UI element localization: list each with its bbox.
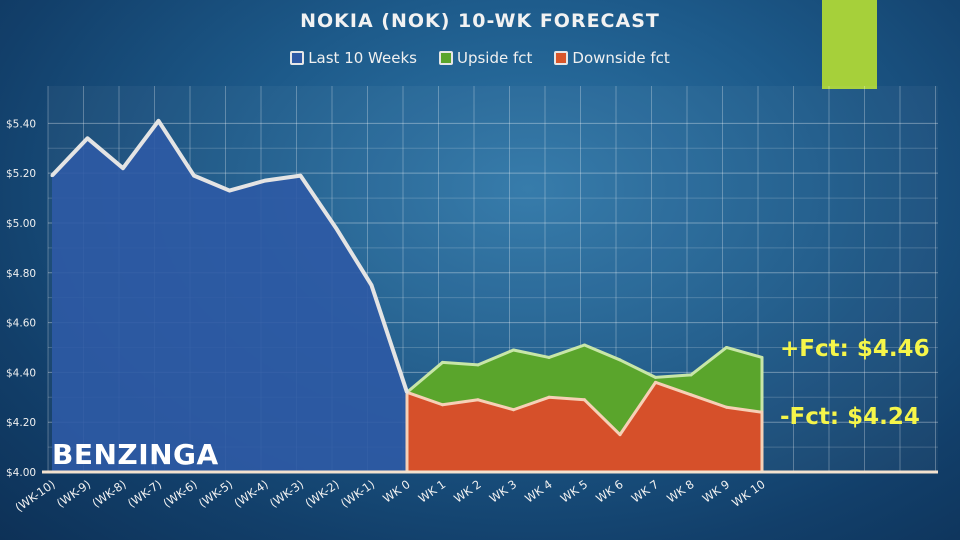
history-point bbox=[370, 283, 373, 287]
y-tick-label: $4.00 bbox=[6, 467, 36, 479]
legend-swatch-upside bbox=[438, 51, 453, 65]
upside-point bbox=[689, 373, 693, 377]
y-tick-label: $4.20 bbox=[6, 417, 36, 429]
x-tick-label: (WK-9) bbox=[54, 477, 93, 510]
history-point bbox=[299, 174, 302, 178]
upside-point bbox=[583, 343, 586, 347]
downside-point bbox=[512, 408, 515, 412]
x-tick-label: (WK-6) bbox=[160, 477, 199, 510]
x-tick-label: WK 9 bbox=[700, 477, 733, 506]
upside-point bbox=[476, 363, 480, 367]
x-tick-label: WK 7 bbox=[629, 477, 662, 506]
legend-item-history: Last 10 Weeks bbox=[290, 49, 417, 67]
chart-title: NOKIA (NOK) 10-WK FORECAST bbox=[300, 10, 660, 32]
downside-point bbox=[760, 410, 764, 414]
y-tick-label: $5.00 bbox=[6, 218, 36, 230]
legend-label-downside: Downside fct bbox=[572, 49, 670, 67]
history-point bbox=[50, 174, 54, 178]
chart-legend: Last 10 Weeks Upside fct Downside fct bbox=[0, 49, 960, 67]
legend-label-history: Last 10 Weeks bbox=[308, 49, 417, 67]
y-tick-label: $5.40 bbox=[6, 118, 36, 130]
upside-forecast-label: +Fct: $4.46 bbox=[780, 336, 930, 362]
x-tick-label: WK 6 bbox=[593, 477, 626, 506]
upside-point bbox=[654, 375, 657, 379]
x-tick-label: WK 2 bbox=[451, 477, 484, 506]
downside-point bbox=[547, 395, 551, 399]
legend-label-upside: Upside fct bbox=[456, 49, 533, 67]
downside-point bbox=[689, 393, 693, 397]
downside-point bbox=[654, 380, 657, 384]
downside-point bbox=[441, 403, 444, 407]
downside-point bbox=[618, 433, 622, 437]
x-tick-label: WK 3 bbox=[487, 477, 520, 506]
downside-point bbox=[583, 398, 586, 402]
x-tick-label: WK 1 bbox=[416, 477, 449, 506]
y-tick-label: $4.80 bbox=[6, 268, 36, 280]
history-point bbox=[157, 119, 160, 123]
x-tick-label: (WK-2) bbox=[302, 477, 341, 510]
x-tick-label: (WK-10) bbox=[12, 477, 57, 515]
benzinga-logo: BENZINGA bbox=[52, 438, 219, 471]
x-tick-label: (WK-4) bbox=[231, 477, 270, 510]
x-tick-label: (WK-1) bbox=[338, 477, 377, 510]
history-point bbox=[121, 166, 125, 170]
history-point bbox=[192, 174, 196, 178]
upside-point bbox=[547, 355, 551, 359]
legend-swatch-history bbox=[290, 51, 305, 65]
y-tick-label: $4.60 bbox=[6, 318, 36, 330]
upside-point bbox=[760, 355, 764, 359]
x-tick-label: (WK-5) bbox=[196, 477, 235, 510]
legend-swatch-downside bbox=[554, 51, 569, 65]
x-tick-label: WK 8 bbox=[664, 477, 697, 506]
upside-point bbox=[725, 345, 728, 349]
history-point bbox=[334, 226, 338, 230]
upside-point bbox=[512, 348, 515, 352]
y-tick-label: $4.40 bbox=[6, 367, 36, 379]
downside-forecast-label: -Fct: $4.24 bbox=[780, 404, 920, 430]
legend-item-upside: Upside fct bbox=[438, 49, 533, 67]
downside-point bbox=[476, 398, 480, 402]
upside-point bbox=[441, 360, 444, 364]
x-tick-label: (WK-3) bbox=[267, 477, 306, 510]
history-area bbox=[52, 120, 407, 473]
history-point bbox=[86, 136, 89, 140]
downside-point bbox=[725, 405, 728, 409]
x-tick-label: (WK-8) bbox=[89, 477, 128, 510]
green-accent-bar bbox=[822, 0, 877, 89]
x-tick-label: WK 0 bbox=[380, 477, 413, 506]
x-tick-label: WK 5 bbox=[558, 477, 591, 506]
y-tick-label: $5.20 bbox=[6, 168, 36, 180]
history-point bbox=[405, 390, 409, 394]
legend-item-downside: Downside fct bbox=[554, 49, 670, 67]
upside-point bbox=[618, 358, 622, 362]
x-tick-label: WK 4 bbox=[522, 477, 555, 506]
history-point bbox=[263, 179, 267, 183]
x-tick-label: (WK-7) bbox=[125, 477, 164, 510]
history-point bbox=[228, 189, 231, 193]
downside-area bbox=[405, 380, 764, 474]
x-tick-label: WK 10 bbox=[729, 477, 768, 510]
